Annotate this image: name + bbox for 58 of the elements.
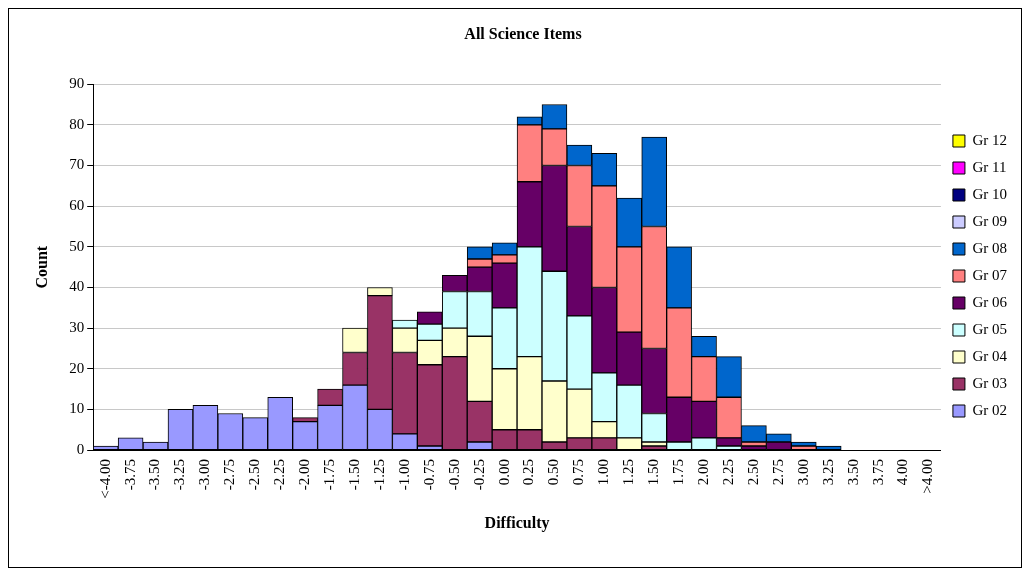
legend-label: Gr 07 [972,266,1008,283]
x-tick-label: -0.75 [420,459,437,491]
chart-title: All Science Items [464,24,582,42]
x-axis-title: Difficulty [484,513,550,532]
y-tick-label: 40 [69,278,85,295]
y-tick-label: 50 [69,237,85,254]
x-tick-label: 2.50 [744,459,761,486]
y-tick-label: 30 [69,319,85,336]
legend-label: Gr 06 [972,293,1008,310]
x-tick-label: 2.75 [769,459,786,486]
y-tick-label: 90 [69,75,85,92]
x-tick-label: -1.00 [395,459,412,491]
y-tick-label: 70 [69,156,85,173]
y-tick-label: 80 [69,115,85,132]
x-tick-label: >4.00 [919,459,936,494]
x-tick-label: -0.50 [445,459,462,491]
x-tick-label: 1.50 [645,459,662,486]
x-tick-label: 1.75 [670,459,687,486]
x-tick-label: -3.75 [121,459,138,491]
x-tick-label: 0.00 [495,459,512,486]
legend-label: Gr 10 [972,185,1007,202]
x-tick-label: 3.25 [819,459,836,486]
y-tick-label: 60 [69,197,85,214]
x-tick-label: -1.25 [370,459,387,491]
x-tick-label: 0.25 [520,459,537,486]
y-axis-title: Count [32,245,50,289]
x-tick-label: 0.50 [545,459,562,486]
legend-label: Gr 02 [972,401,1007,418]
y-tick-label: 20 [69,359,85,376]
x-tick-label: -0.25 [470,459,487,491]
x-tick-label: 1.25 [620,459,637,486]
legend-label: Gr 09 [972,212,1007,229]
y-tick-label: 10 [69,400,85,417]
legend-label: Gr 05 [972,320,1007,337]
x-tick-label: <-4.00 [96,459,113,499]
legend-label: Gr 04 [972,347,1008,364]
x-tick-label: -2.75 [221,459,238,491]
x-tick-label: 0.75 [570,459,587,486]
x-tick-label: -1.50 [345,459,362,491]
legend-label: Gr 11 [972,158,1007,175]
x-tick-label: 3.50 [844,459,861,486]
x-tick-label: 4.00 [894,459,911,486]
x-tick-label: -2.25 [271,459,288,491]
x-tick-label: -2.50 [246,459,263,491]
x-tick-label: -1.75 [321,459,337,491]
x-tick-label: 1.00 [595,459,612,486]
x-tick-label: 3.75 [869,459,886,486]
legend-label: Gr 03 [972,374,1007,391]
legend-label: Gr 12 [972,131,1007,148]
x-tick-label: 2.00 [695,459,711,486]
y-tick-label: 0 [76,441,85,458]
legend-label: Gr 08 [972,239,1007,256]
x-tick-label: -3.00 [196,459,213,491]
x-tick-label: -3.50 [146,459,163,491]
x-tick-label: -2.00 [296,459,313,491]
x-tick-label: 3.00 [794,459,811,486]
x-tick-label: -3.25 [171,459,188,491]
x-tick-label: 2.25 [719,459,736,486]
